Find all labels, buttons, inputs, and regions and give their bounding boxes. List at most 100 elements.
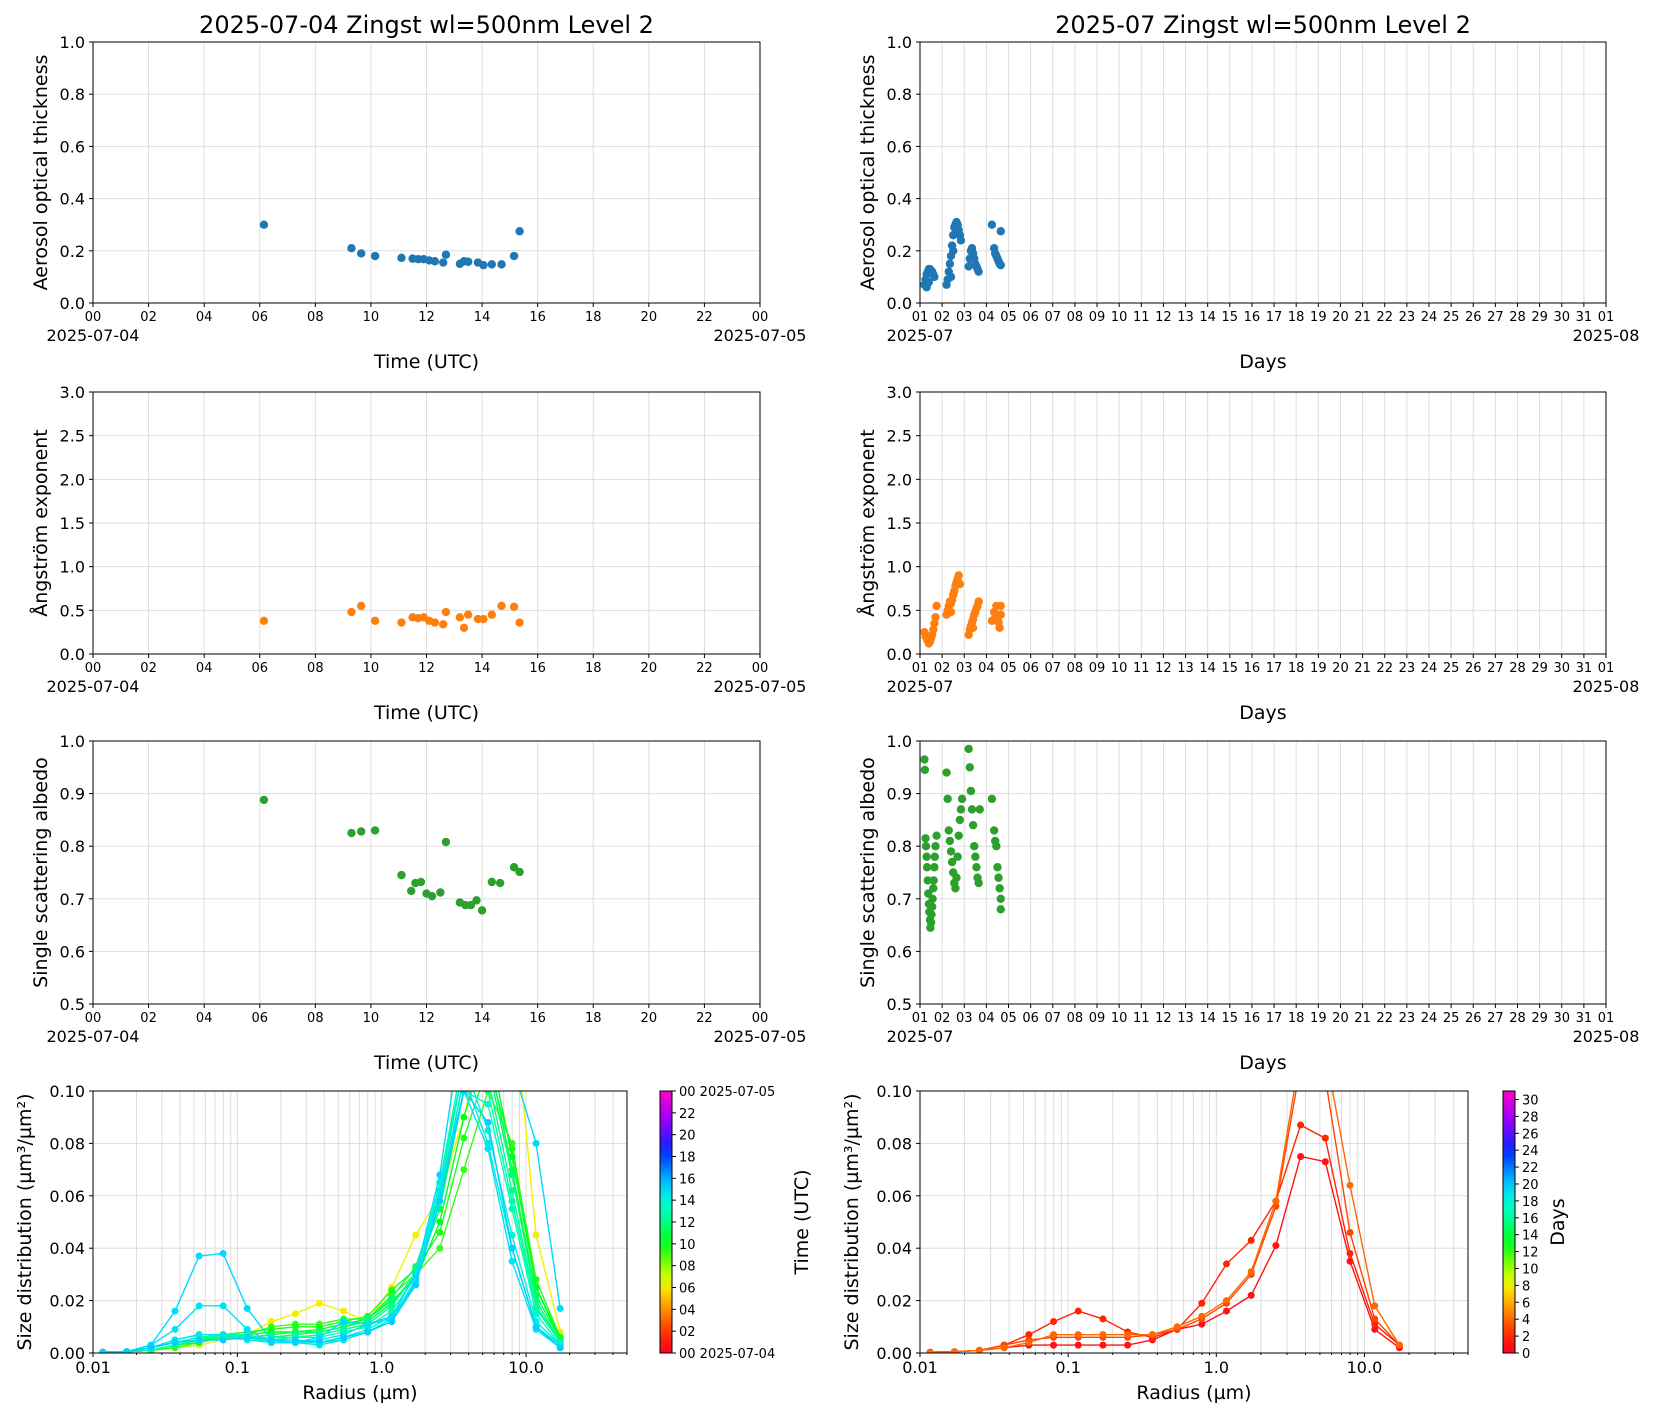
data-point (397, 253, 406, 263)
series-point (340, 1307, 348, 1315)
plot-frame (92, 740, 761, 1005)
x-tick-label: 21 (1354, 661, 1371, 676)
series-point (315, 1333, 323, 1341)
x-tick-label: 10 (363, 310, 380, 325)
colorbar-tick-label: 8 (1522, 1279, 1530, 1294)
data-point (370, 616, 380, 626)
series-point (1322, 1074, 1329, 1081)
series-point (1222, 1297, 1230, 1305)
series-point (219, 1302, 227, 1310)
x-tick-label: 24 (1421, 310, 1438, 325)
aot_day-chart: 00 02 04 06 08 10 12 14 16 18 20 22 000.00.20.40.60.… (30, 11, 806, 373)
x-tick-label: 0.01 (75, 1358, 111, 1377)
chart-title: 2025-07-04 Zingst wl=500nm Level 2 (199, 11, 654, 39)
x-tick-label: 16 (1244, 661, 1261, 676)
x-tick-label: 28 (1509, 1011, 1526, 1026)
y-tick-label: 0.8 (60, 85, 85, 104)
data-point (921, 834, 930, 843)
x-tick-label: 01 (1598, 1011, 1615, 1026)
x-tick-label: 08 (1067, 310, 1084, 325)
x-tick-label: 02 (140, 310, 157, 325)
x-tick-label: 12 (418, 310, 435, 325)
series-point (1099, 1331, 1107, 1339)
plot-frame (92, 391, 761, 655)
y-tick-label: 1.5 (887, 514, 912, 533)
series-point (460, 1074, 467, 1081)
series-point (99, 1348, 107, 1353)
x-tick-label: 01 (912, 310, 929, 325)
chart-title: 2025-07 Zingst wl=500nm Level 2 (1055, 11, 1471, 39)
series-point (951, 1348, 959, 1353)
series-line (102, 1091, 561, 1353)
y-axis-label: Aerosol optical thickness (857, 55, 879, 291)
series-point (315, 1339, 323, 1347)
series-point (460, 1009, 467, 1016)
y-tick-label: 0.0 (887, 294, 912, 313)
aot_month-chart: 01 02 03 04 05 06 07 08 09 10 11 12 13 14 15 16 17 18 19 20… (857, 11, 1639, 373)
y-tick-label: 3.0 (887, 383, 912, 402)
data-point (924, 277, 934, 287)
series-point (1050, 1318, 1058, 1326)
size_month-chart: 0.01 0.1 1.0 10.0 0.00 0.02 0.04 0.06 0.08 0.10 Ra… (841, 1074, 1569, 1404)
plot-frame (919, 740, 1607, 1005)
x-tick-label: 07 (1045, 1011, 1062, 1026)
y-tick-label: 0.06 (49, 1187, 85, 1206)
x-tick-label: 18 (585, 1011, 602, 1026)
x-tick-label: 03 (956, 661, 973, 676)
y-tick-label: 0.00 (876, 1344, 912, 1363)
colorbar-tick-label: 12 (1522, 1246, 1539, 1261)
x-tick-label: 06 (1022, 1011, 1039, 1026)
series-point (1297, 1121, 1305, 1129)
series-point (1346, 1181, 1354, 1189)
data-point (928, 894, 937, 903)
data-point (947, 857, 957, 867)
colorbar-tick-label: 30 (1522, 1093, 1539, 1108)
data-point (948, 230, 958, 240)
x-tick-label: 14 (474, 661, 491, 676)
series-point (460, 1134, 468, 1142)
y-tick-label: 0.6 (60, 137, 85, 156)
data-point (971, 852, 980, 861)
x-start-date-label: 2025-07 (887, 326, 954, 345)
series-point (1025, 1331, 1033, 1339)
x-tick-label: 16 (529, 661, 546, 676)
series-line (930, 1091, 1400, 1353)
data-point (966, 786, 976, 796)
data-point (259, 220, 269, 229)
series-point (1050, 1341, 1058, 1349)
x-tick-label: 18 (585, 661, 602, 676)
data-point (946, 607, 956, 617)
data-point (427, 891, 437, 901)
data-point (952, 873, 961, 882)
colorbar-tick-label: 12 (679, 1216, 696, 1231)
series-point (1099, 1341, 1107, 1349)
data-point (370, 251, 380, 261)
data-point (441, 250, 451, 259)
data-point (954, 831, 963, 840)
series-group (99, 1009, 564, 1353)
data-point (931, 613, 940, 622)
data-point (955, 815, 965, 825)
data-point (441, 837, 451, 847)
data-point (944, 826, 953, 835)
data-point (397, 618, 406, 627)
x-tick-label: 28 (1509, 310, 1526, 325)
data-point (497, 260, 506, 269)
series-point (171, 1325, 179, 1333)
x-tick-label: 05 (1000, 310, 1017, 325)
x-tick-label: 15 (1222, 661, 1239, 676)
series-point (1346, 1228, 1354, 1236)
series-point (388, 1286, 396, 1294)
data-point (965, 763, 974, 772)
series-point (219, 1336, 227, 1344)
colorbar-tick-label: 00 2025-07-05 (679, 1085, 775, 1100)
series-line (930, 1155, 1400, 1353)
colorbar-tick-label: 28 (1522, 1110, 1539, 1125)
y-tick-label: 0.0 (60, 294, 85, 313)
series-point (1222, 1260, 1230, 1268)
series-point (195, 1302, 203, 1310)
x-tick-label: 23 (1399, 310, 1416, 325)
data-point (996, 905, 1005, 914)
series-point (436, 1197, 444, 1205)
